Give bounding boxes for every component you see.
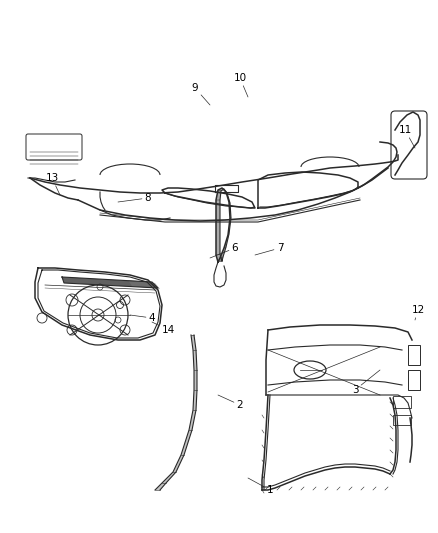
Bar <box>393 396 411 408</box>
Polygon shape <box>162 472 176 483</box>
Polygon shape <box>228 218 231 235</box>
Polygon shape <box>220 247 226 258</box>
Polygon shape <box>226 192 230 203</box>
Polygon shape <box>218 188 224 191</box>
Polygon shape <box>62 277 158 288</box>
Polygon shape <box>194 370 197 390</box>
Polygon shape <box>181 430 192 455</box>
Polygon shape <box>216 200 220 255</box>
Polygon shape <box>216 254 222 262</box>
Polygon shape <box>218 257 223 262</box>
Polygon shape <box>193 350 197 370</box>
Polygon shape <box>155 483 166 490</box>
Text: 2: 2 <box>218 395 244 410</box>
Text: 12: 12 <box>411 305 424 320</box>
Text: 8: 8 <box>118 193 151 203</box>
Polygon shape <box>173 455 184 472</box>
Bar <box>408 345 420 365</box>
Text: 7: 7 <box>255 243 283 255</box>
Bar <box>408 370 420 390</box>
Text: 10: 10 <box>233 73 248 97</box>
Polygon shape <box>216 190 221 200</box>
Text: 4: 4 <box>130 313 155 323</box>
Polygon shape <box>229 202 231 218</box>
Text: 1: 1 <box>248 478 273 495</box>
Text: 11: 11 <box>399 125 415 148</box>
Text: 13: 13 <box>46 173 60 195</box>
Polygon shape <box>189 410 196 430</box>
Text: 9: 9 <box>192 83 210 105</box>
Polygon shape <box>191 335 196 350</box>
Polygon shape <box>222 188 227 193</box>
Bar <box>393 415 411 425</box>
Polygon shape <box>193 390 197 410</box>
Polygon shape <box>128 280 160 289</box>
Text: 3: 3 <box>352 370 380 395</box>
Text: 6: 6 <box>210 243 238 258</box>
Text: 14: 14 <box>152 322 175 335</box>
Polygon shape <box>224 234 229 248</box>
